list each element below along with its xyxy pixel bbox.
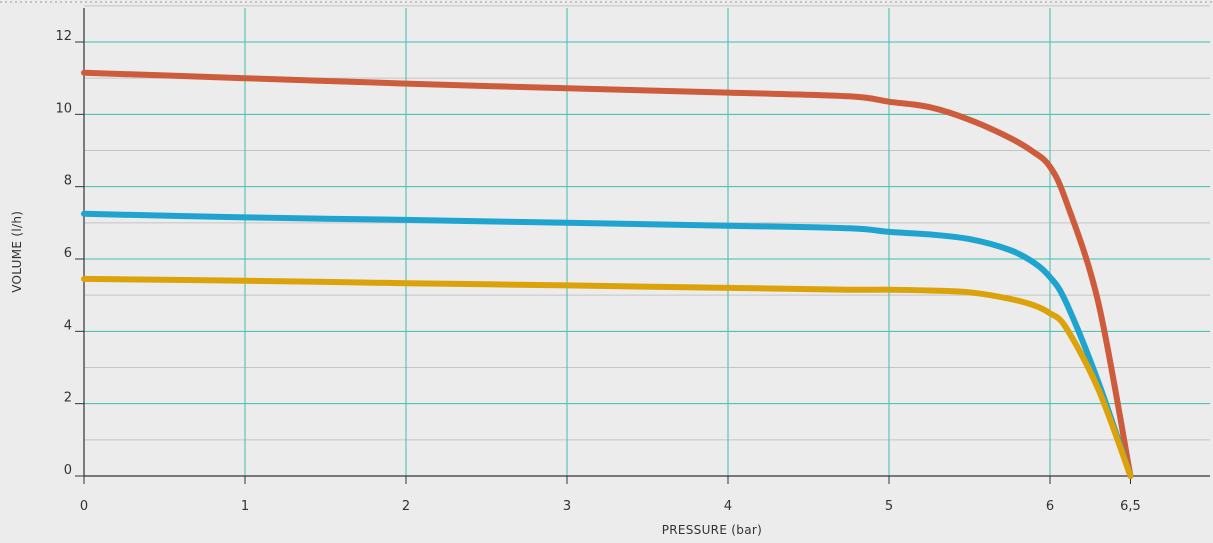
y-tick-label: 8 — [64, 174, 72, 189]
x-tick-label: 4 — [724, 499, 732, 514]
y-tick-label: 6 — [64, 246, 72, 261]
x-axis-label: PRESSURE (bar) — [662, 523, 762, 537]
series-lines — [81, 69, 1134, 479]
y-tick-label: 12 — [55, 29, 72, 44]
series-line-1 — [81, 69, 1134, 479]
y-tick-label: 10 — [55, 101, 72, 116]
x-tick-label: 6,5 — [1120, 499, 1141, 514]
series-line-3 — [81, 275, 1134, 479]
x-tick-label: 3 — [563, 499, 571, 514]
x-tick-label: 6 — [1046, 499, 1054, 514]
y-tick-label: 0 — [64, 463, 72, 478]
y-axis-label: VOLUME (l/h) — [10, 211, 24, 293]
series-line-2 — [81, 210, 1134, 479]
x-tick-label: 5 — [885, 499, 893, 514]
x-tick-label: 0 — [80, 499, 88, 514]
y-tick-label: 4 — [64, 318, 72, 333]
axes — [75, 8, 1210, 484]
x-tick-label: 2 — [402, 499, 410, 514]
y-tick-label: 2 — [64, 391, 72, 406]
x-tick-label: 1 — [241, 499, 249, 514]
